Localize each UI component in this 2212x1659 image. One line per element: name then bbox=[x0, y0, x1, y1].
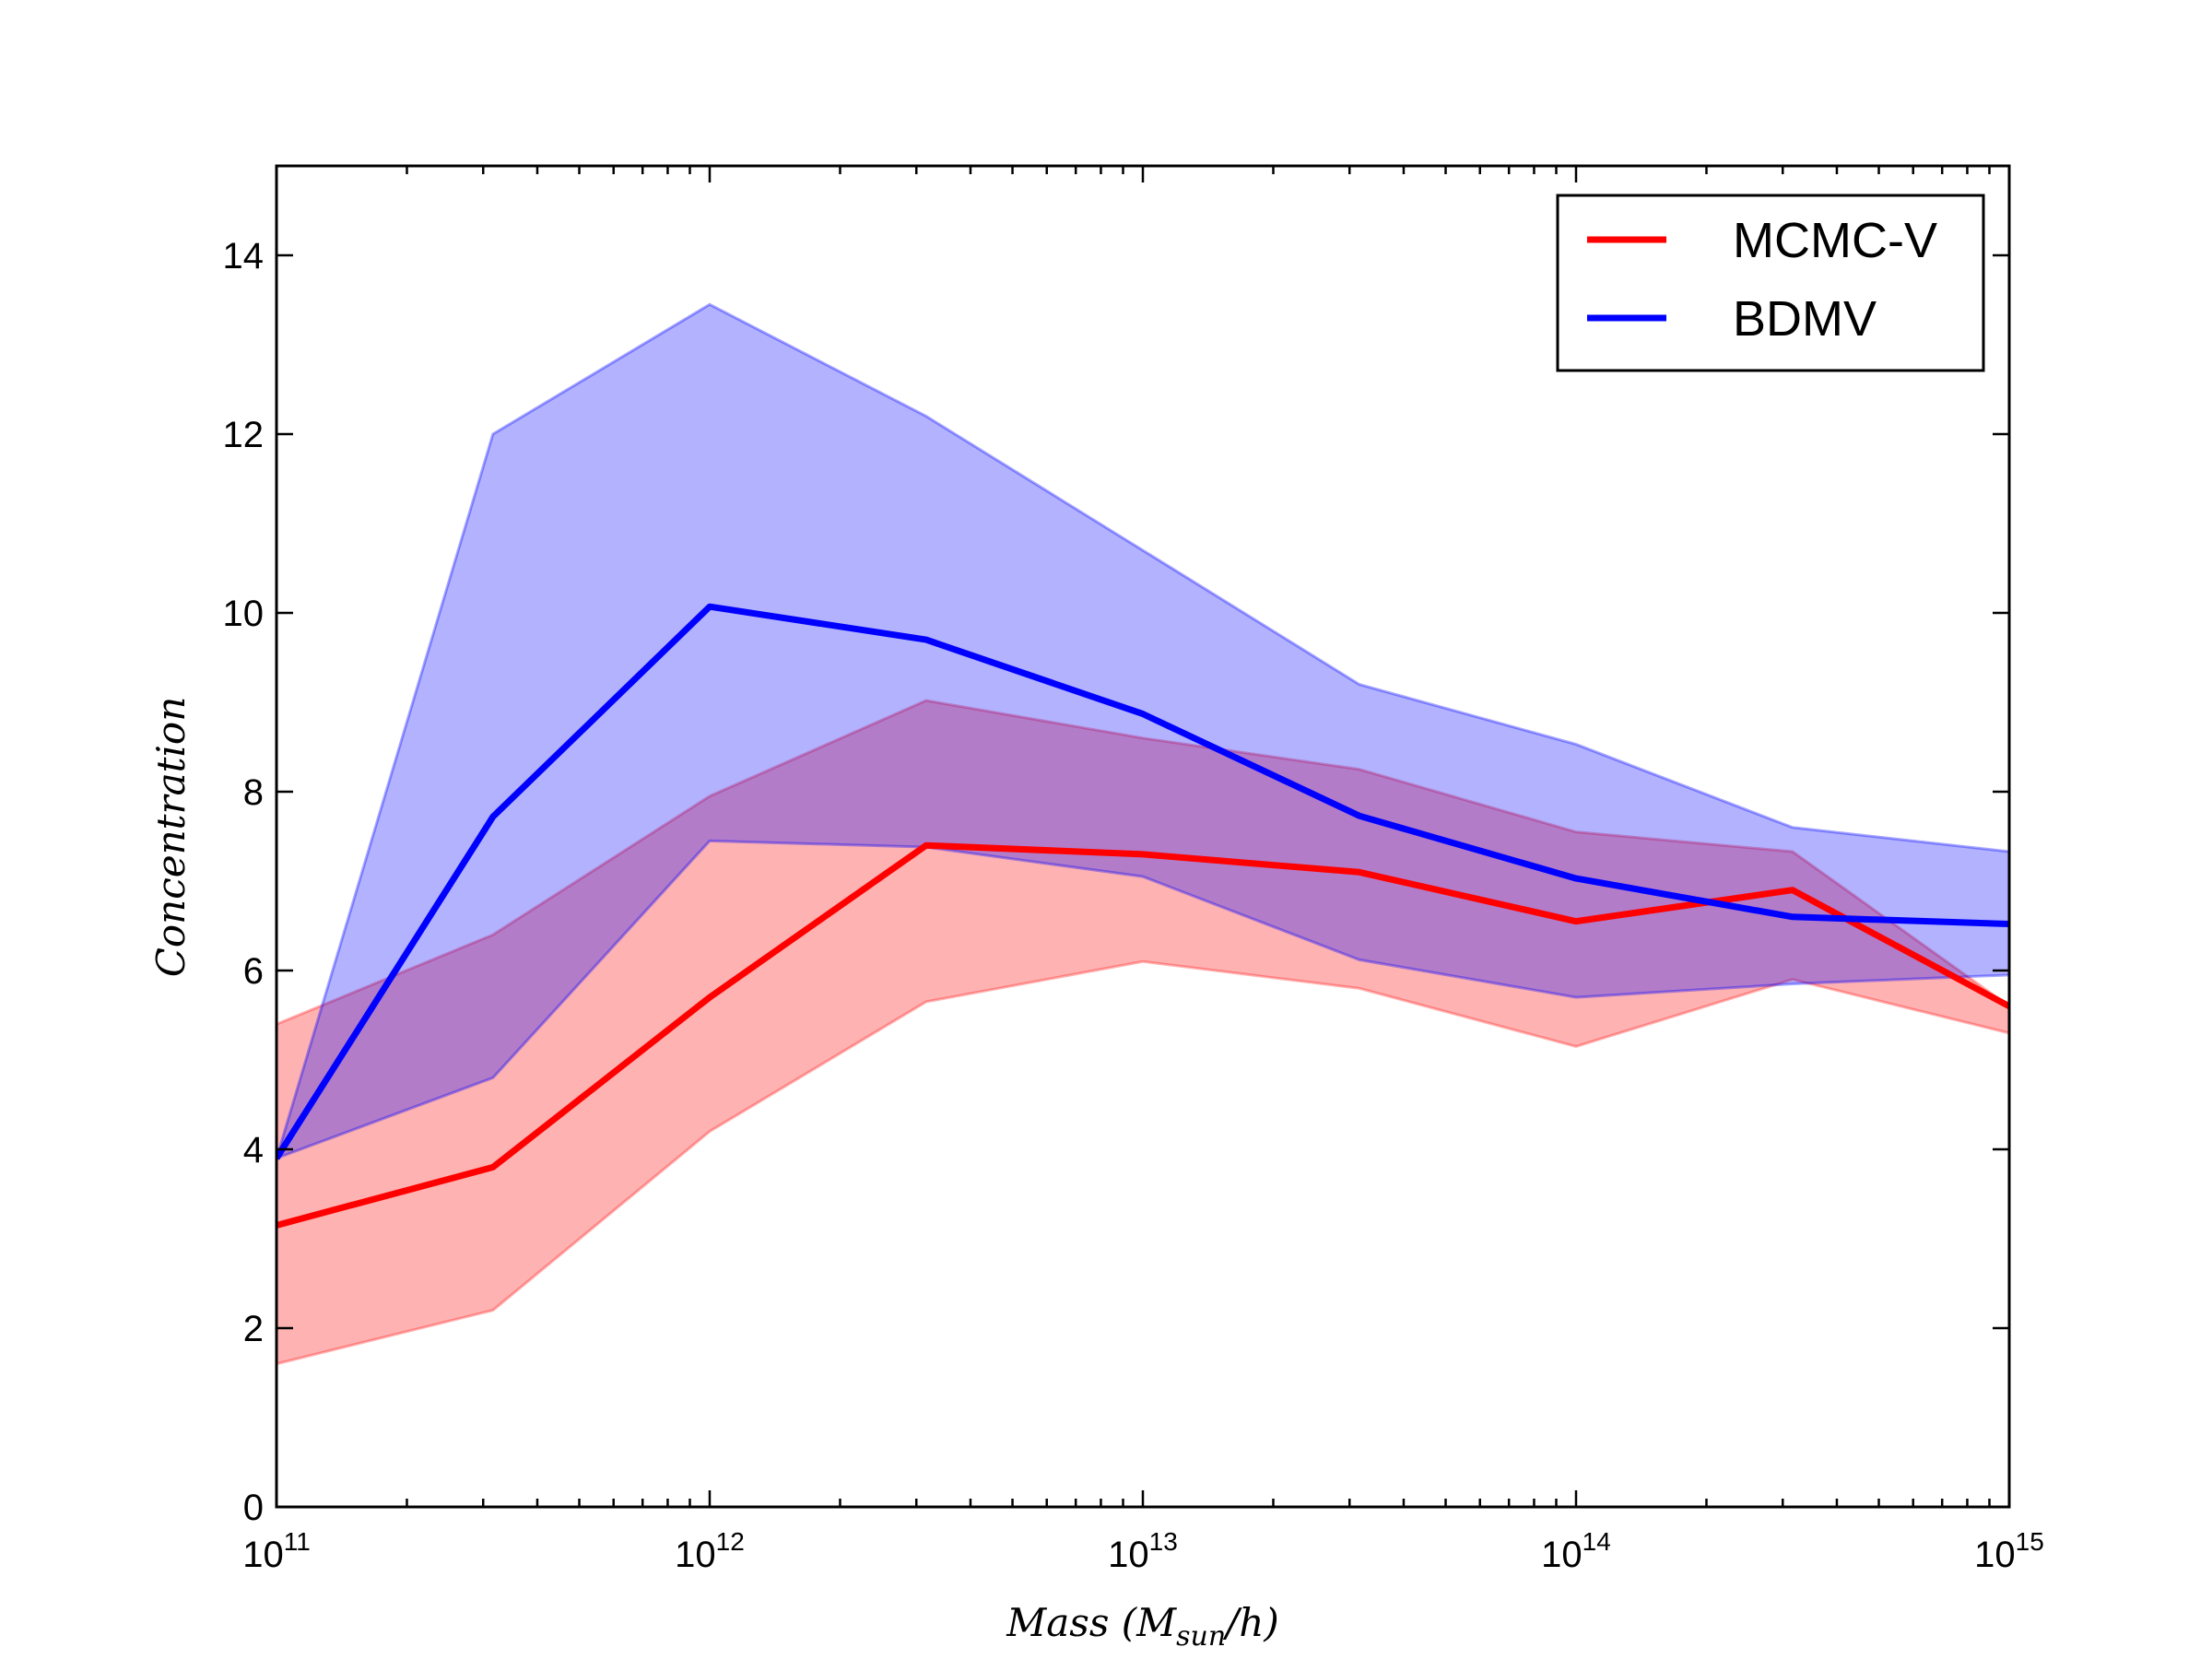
y-tick-label: 14 bbox=[223, 236, 265, 276]
y-tick-label: 8 bbox=[243, 772, 264, 813]
y-tick-label: 12 bbox=[223, 415, 265, 455]
legend-frame bbox=[1556, 194, 1985, 372]
y-tick-label: 4 bbox=[243, 1130, 264, 1171]
confidence-bands bbox=[276, 302, 2009, 1366]
line-bdmv bbox=[276, 603, 2009, 1160]
legend-label-mcmc-v: MCMC-V bbox=[1733, 213, 1937, 268]
y-tick-label: 6 bbox=[243, 951, 264, 992]
x-axis-title: Mass (Msun/h) bbox=[1006, 1600, 1279, 1653]
x-tick-label: 1012 bbox=[675, 1527, 745, 1575]
x-axis-title-subscript: sun bbox=[1176, 1620, 1226, 1653]
y-axis-title: Concentration bbox=[148, 697, 194, 978]
x-tick-label: 1013 bbox=[1108, 1527, 1178, 1575]
legend: MCMC-V BDMV bbox=[1556, 194, 1985, 372]
series-lines bbox=[276, 603, 2009, 1229]
legend-label-bdmv: BDMV bbox=[1733, 291, 1877, 347]
y-tick-label: 10 bbox=[223, 594, 265, 634]
x-tick-label: 1014 bbox=[1541, 1527, 1611, 1575]
line-mcmc-v bbox=[276, 841, 2009, 1229]
x-tick-label: 1015 bbox=[1974, 1527, 2044, 1575]
y-tick-label: 2 bbox=[243, 1309, 264, 1349]
plot-frame bbox=[275, 164, 2011, 1509]
x-tick-label: 1011 bbox=[242, 1527, 311, 1575]
band-bdmv bbox=[276, 302, 2009, 1160]
y-tick-label: 0 bbox=[243, 1488, 264, 1528]
band-mcmc-v bbox=[276, 699, 2009, 1366]
y-axis-ticks: 0 2 4 6 8 10 12 14 bbox=[223, 236, 2009, 1528]
